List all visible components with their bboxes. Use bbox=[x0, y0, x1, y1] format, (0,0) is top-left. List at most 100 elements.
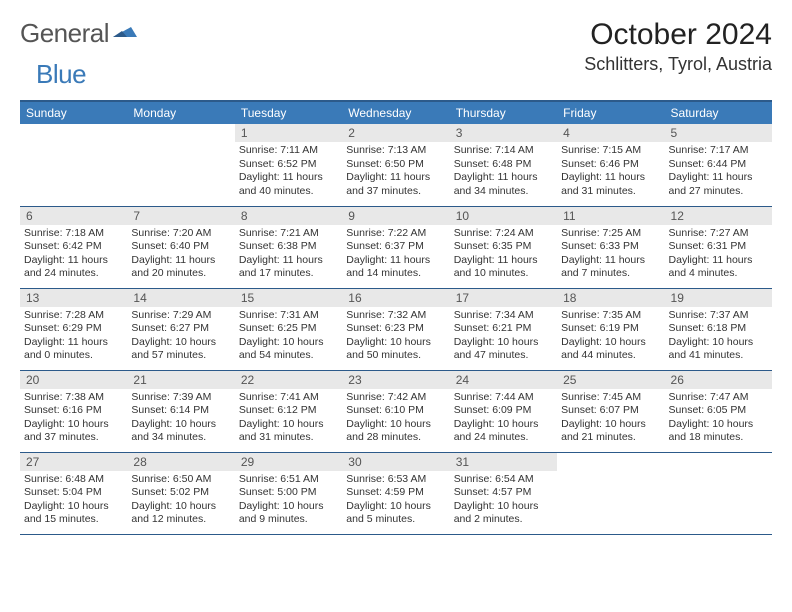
day-cell: 29Sunrise: 6:51 AMSunset: 5:00 PMDayligh… bbox=[235, 452, 342, 534]
sunrise-text: Sunrise: 7:17 AM bbox=[669, 144, 768, 158]
daylight-text: Daylight: 11 hours bbox=[24, 254, 123, 268]
sunset-text: Sunset: 6:19 PM bbox=[561, 322, 660, 336]
day-number: 2 bbox=[342, 124, 449, 142]
sunrise-text: Sunrise: 7:34 AM bbox=[454, 309, 553, 323]
sunrise-text: Sunrise: 7:11 AM bbox=[239, 144, 338, 158]
day-data: Sunrise: 7:45 AMSunset: 6:07 PMDaylight:… bbox=[557, 389, 664, 450]
daylight-text2: and 44 minutes. bbox=[561, 349, 660, 363]
day-data: Sunrise: 7:25 AMSunset: 6:33 PMDaylight:… bbox=[557, 225, 664, 286]
daylight-text2: and 54 minutes. bbox=[239, 349, 338, 363]
daylight-text: Daylight: 10 hours bbox=[346, 336, 445, 350]
sunset-text: Sunset: 6:37 PM bbox=[346, 240, 445, 254]
daylight-text: Daylight: 11 hours bbox=[561, 254, 660, 268]
day-data: Sunrise: 6:48 AMSunset: 5:04 PMDaylight:… bbox=[20, 471, 127, 532]
day-cell: 6Sunrise: 7:18 AMSunset: 6:42 PMDaylight… bbox=[20, 206, 127, 288]
day-header-wed: Wednesday bbox=[342, 101, 449, 124]
week-row: 1Sunrise: 7:11 AMSunset: 6:52 PMDaylight… bbox=[20, 124, 772, 206]
sunrise-text: Sunrise: 7:44 AM bbox=[454, 391, 553, 405]
daylight-text2: and 41 minutes. bbox=[669, 349, 768, 363]
day-number: 18 bbox=[557, 289, 664, 307]
day-number: 10 bbox=[450, 207, 557, 225]
day-data: Sunrise: 7:47 AMSunset: 6:05 PMDaylight:… bbox=[665, 389, 772, 450]
day-data: Sunrise: 6:50 AMSunset: 5:02 PMDaylight:… bbox=[127, 471, 234, 532]
sunrise-text: Sunrise: 7:42 AM bbox=[346, 391, 445, 405]
daylight-text: Daylight: 11 hours bbox=[346, 171, 445, 185]
day-number bbox=[557, 453, 664, 471]
week-row: 20Sunrise: 7:38 AMSunset: 6:16 PMDayligh… bbox=[20, 370, 772, 452]
day-number: 25 bbox=[557, 371, 664, 389]
day-number: 9 bbox=[342, 207, 449, 225]
day-cell: 17Sunrise: 7:34 AMSunset: 6:21 PMDayligh… bbox=[450, 288, 557, 370]
day-number: 16 bbox=[342, 289, 449, 307]
day-cell bbox=[127, 124, 234, 206]
month-title: October 2024 bbox=[584, 18, 772, 52]
daylight-text2: and 4 minutes. bbox=[669, 267, 768, 281]
day-data: Sunrise: 7:38 AMSunset: 6:16 PMDaylight:… bbox=[20, 389, 127, 450]
daylight-text: Daylight: 11 hours bbox=[561, 171, 660, 185]
sunrise-text: Sunrise: 7:29 AM bbox=[131, 309, 230, 323]
day-number: 26 bbox=[665, 371, 772, 389]
sunrise-text: Sunrise: 7:37 AM bbox=[669, 309, 768, 323]
day-data: Sunrise: 7:32 AMSunset: 6:23 PMDaylight:… bbox=[342, 307, 449, 368]
day-number: 3 bbox=[450, 124, 557, 142]
day-cell bbox=[20, 124, 127, 206]
title-block: October 2024 Schlitters, Tyrol, Austria bbox=[584, 18, 772, 75]
week-row: 13Sunrise: 7:28 AMSunset: 6:29 PMDayligh… bbox=[20, 288, 772, 370]
day-number: 28 bbox=[127, 453, 234, 471]
week-row: 27Sunrise: 6:48 AMSunset: 5:04 PMDayligh… bbox=[20, 452, 772, 534]
day-data: Sunrise: 7:18 AMSunset: 6:42 PMDaylight:… bbox=[20, 225, 127, 286]
day-data: Sunrise: 7:15 AMSunset: 6:46 PMDaylight:… bbox=[557, 142, 664, 203]
daylight-text: Daylight: 10 hours bbox=[346, 418, 445, 432]
day-cell: 30Sunrise: 6:53 AMSunset: 4:59 PMDayligh… bbox=[342, 452, 449, 534]
daylight-text: Daylight: 10 hours bbox=[346, 500, 445, 514]
sunset-text: Sunset: 6:25 PM bbox=[239, 322, 338, 336]
sunrise-text: Sunrise: 6:48 AM bbox=[24, 473, 123, 487]
day-cell: 5Sunrise: 7:17 AMSunset: 6:44 PMDaylight… bbox=[665, 124, 772, 206]
daylight-text: Daylight: 10 hours bbox=[561, 336, 660, 350]
day-number: 21 bbox=[127, 371, 234, 389]
day-data: Sunrise: 7:31 AMSunset: 6:25 PMDaylight:… bbox=[235, 307, 342, 368]
day-cell: 13Sunrise: 7:28 AMSunset: 6:29 PMDayligh… bbox=[20, 288, 127, 370]
sunrise-text: Sunrise: 7:15 AM bbox=[561, 144, 660, 158]
day-number: 5 bbox=[665, 124, 772, 142]
day-number: 11 bbox=[557, 207, 664, 225]
day-number bbox=[127, 124, 234, 142]
brand-part2: Blue bbox=[36, 59, 86, 90]
calendar-table: Sunday Monday Tuesday Wednesday Thursday… bbox=[20, 100, 772, 535]
daylight-text: Daylight: 10 hours bbox=[454, 418, 553, 432]
day-cell: 31Sunrise: 6:54 AMSunset: 4:57 PMDayligh… bbox=[450, 452, 557, 534]
day-header-fri: Friday bbox=[557, 101, 664, 124]
daylight-text2: and 17 minutes. bbox=[239, 267, 338, 281]
location-label: Schlitters, Tyrol, Austria bbox=[584, 54, 772, 75]
day-data: Sunrise: 7:37 AMSunset: 6:18 PMDaylight:… bbox=[665, 307, 772, 368]
daylight-text: Daylight: 10 hours bbox=[131, 336, 230, 350]
day-data: Sunrise: 7:39 AMSunset: 6:14 PMDaylight:… bbox=[127, 389, 234, 450]
daylight-text2: and 15 minutes. bbox=[24, 513, 123, 527]
day-data: Sunrise: 7:35 AMSunset: 6:19 PMDaylight:… bbox=[557, 307, 664, 368]
day-number: 23 bbox=[342, 371, 449, 389]
daylight-text2: and 14 minutes. bbox=[346, 267, 445, 281]
sunrise-text: Sunrise: 7:41 AM bbox=[239, 391, 338, 405]
daylight-text: Daylight: 10 hours bbox=[24, 500, 123, 514]
day-number: 15 bbox=[235, 289, 342, 307]
sunset-text: Sunset: 5:02 PM bbox=[131, 486, 230, 500]
day-number bbox=[20, 124, 127, 142]
daylight-text2: and 27 minutes. bbox=[669, 185, 768, 199]
daylight-text: Daylight: 11 hours bbox=[24, 336, 123, 350]
day-cell: 1Sunrise: 7:11 AMSunset: 6:52 PMDaylight… bbox=[235, 124, 342, 206]
day-cell: 9Sunrise: 7:22 AMSunset: 6:37 PMDaylight… bbox=[342, 206, 449, 288]
daylight-text: Daylight: 11 hours bbox=[131, 254, 230, 268]
day-cell: 3Sunrise: 7:14 AMSunset: 6:48 PMDaylight… bbox=[450, 124, 557, 206]
sunset-text: Sunset: 6:38 PM bbox=[239, 240, 338, 254]
day-data: Sunrise: 7:20 AMSunset: 6:40 PMDaylight:… bbox=[127, 225, 234, 286]
sunset-text: Sunset: 6:31 PM bbox=[669, 240, 768, 254]
day-cell: 7Sunrise: 7:20 AMSunset: 6:40 PMDaylight… bbox=[127, 206, 234, 288]
sunset-text: Sunset: 6:42 PM bbox=[24, 240, 123, 254]
brand-flag-icon bbox=[113, 21, 139, 46]
daylight-text2: and 2 minutes. bbox=[454, 513, 553, 527]
daylight-text2: and 34 minutes. bbox=[454, 185, 553, 199]
day-data: Sunrise: 7:22 AMSunset: 6:37 PMDaylight:… bbox=[342, 225, 449, 286]
sunrise-text: Sunrise: 7:14 AM bbox=[454, 144, 553, 158]
day-data: Sunrise: 7:21 AMSunset: 6:38 PMDaylight:… bbox=[235, 225, 342, 286]
day-number: 17 bbox=[450, 289, 557, 307]
